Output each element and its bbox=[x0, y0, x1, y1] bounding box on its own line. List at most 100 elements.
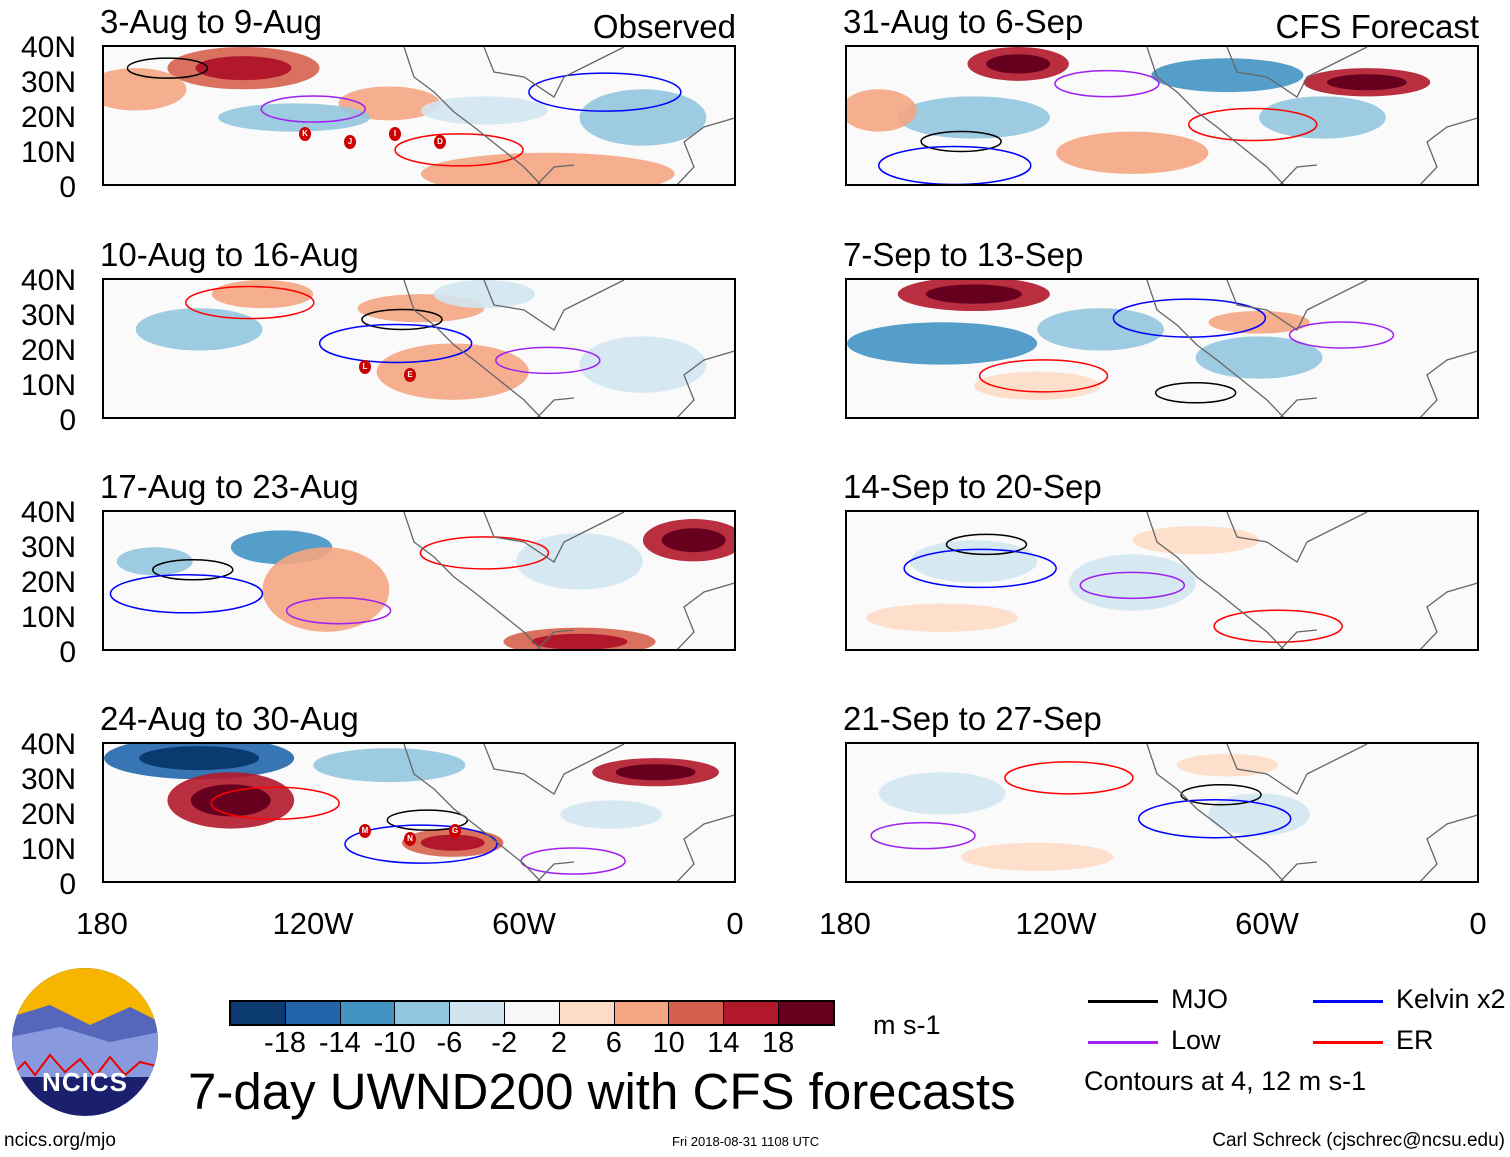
panel-tag: Observed bbox=[592, 8, 736, 45]
wind-anomaly-shading bbox=[579, 89, 707, 146]
wind-anomaly-shading bbox=[376, 343, 529, 400]
contour-line bbox=[1188, 107, 1318, 142]
coastline bbox=[1146, 744, 1477, 881]
storm-marker: G bbox=[449, 824, 461, 838]
x-tick-label: 0 bbox=[726, 906, 744, 941]
wind-anomaly-shading bbox=[866, 603, 1019, 632]
wind-anomaly-shading bbox=[579, 336, 707, 393]
legend-line bbox=[1313, 1041, 1383, 1044]
colorbar-label: -2 bbox=[491, 1027, 518, 1059]
y-tick-label: 0 bbox=[59, 171, 76, 204]
contour-line bbox=[361, 308, 443, 331]
wind-anomaly-shading bbox=[433, 280, 536, 309]
footer-author: Carl Schreck (cjschrec@ncsu.edu) bbox=[1212, 1130, 1505, 1151]
map-panel bbox=[845, 278, 1479, 419]
y-tick-label: 40N bbox=[20, 728, 76, 761]
x-tick-label: 180 bbox=[76, 906, 128, 941]
storm-marker: L bbox=[359, 360, 371, 374]
wind-anomaly-shading bbox=[961, 842, 1114, 871]
y-tick-label: 30N bbox=[20, 531, 76, 564]
contour-line bbox=[528, 72, 682, 112]
x-tick-label: 120W bbox=[272, 906, 354, 941]
contour-line bbox=[1288, 321, 1395, 349]
colorbar-swatch bbox=[231, 1002, 286, 1024]
wind-anomaly-shading bbox=[973, 371, 1101, 400]
contour-line bbox=[1004, 761, 1134, 795]
contour-line bbox=[185, 285, 315, 320]
y-tick-label: 40N bbox=[20, 31, 76, 64]
y-tick-label: 20N bbox=[20, 798, 76, 831]
colorbar-swatch bbox=[614, 1002, 670, 1024]
contour-line bbox=[1137, 798, 1292, 839]
y-tick-label: 20N bbox=[20, 566, 76, 599]
colorbar-label: -6 bbox=[436, 1027, 463, 1059]
legend-label: Low bbox=[1171, 1025, 1221, 1055]
coastline bbox=[403, 280, 734, 417]
wind-anomaly-shading bbox=[313, 748, 466, 783]
contour-line bbox=[1054, 69, 1160, 98]
wind-anomaly-shading bbox=[560, 800, 662, 829]
contour-line bbox=[920, 130, 1002, 153]
contour-line bbox=[126, 57, 209, 79]
colorbar-label: -10 bbox=[373, 1027, 416, 1059]
wind-anomaly-shading bbox=[262, 547, 390, 632]
storm-marker: M bbox=[359, 824, 371, 838]
colorbar-swatch bbox=[395, 1002, 451, 1024]
legend-line bbox=[1313, 1000, 1383, 1003]
wind-anomaly-shading bbox=[878, 772, 1006, 815]
y-tick-label: 0 bbox=[59, 404, 76, 437]
colorbar-swatch bbox=[724, 1002, 779, 1024]
y-tick-label: 40N bbox=[20, 496, 76, 529]
colorbar-label: 10 bbox=[652, 1027, 685, 1059]
panel-title: 24-Aug to 30-Aug bbox=[100, 700, 359, 737]
y-tick-label: 0 bbox=[59, 868, 76, 901]
colorbar-swatch bbox=[559, 1002, 615, 1024]
panel-title: 10-Aug to 16-Aug bbox=[100, 236, 359, 273]
contour-line bbox=[945, 533, 1028, 556]
map-panel bbox=[845, 510, 1479, 651]
wind-anomaly-shading bbox=[910, 540, 1038, 583]
contour-line bbox=[109, 574, 264, 614]
panel-title: 17-Aug to 23-Aug bbox=[100, 468, 359, 505]
wind-anomaly-shading bbox=[1037, 308, 1164, 351]
wind-anomaly-shading bbox=[847, 89, 917, 132]
wind-anomaly-shading bbox=[135, 308, 263, 351]
footer-timestamp: Fri 2018-08-31 1108 UTC bbox=[672, 1134, 820, 1149]
y-tick-label: 0 bbox=[59, 636, 76, 669]
contour-line bbox=[260, 95, 366, 123]
colorbar-swatch bbox=[340, 1002, 396, 1024]
coastline bbox=[403, 512, 734, 649]
wind-anomaly-shading bbox=[1259, 96, 1386, 139]
footer-url[interactable]: ncics.org/mjo bbox=[4, 1130, 116, 1151]
wind-anomaly-shading bbox=[516, 533, 643, 590]
legend-label: ER bbox=[1396, 1025, 1434, 1055]
panel-title: 21-Sep to 27-Sep bbox=[843, 700, 1102, 737]
wind-anomaly-shading bbox=[847, 322, 1038, 365]
legend-line bbox=[1088, 1041, 1158, 1044]
contour-line bbox=[520, 847, 626, 875]
storm-marker: J bbox=[344, 135, 356, 149]
map-panel bbox=[845, 742, 1479, 883]
coastline bbox=[1146, 47, 1477, 184]
coastline bbox=[1146, 512, 1477, 649]
contour-line bbox=[344, 824, 498, 864]
x-tick-label: 60W bbox=[1235, 906, 1299, 941]
contour-line bbox=[1180, 784, 1262, 806]
colorbar-label: 14 bbox=[707, 1027, 740, 1059]
colorbar bbox=[229, 1000, 835, 1026]
panel-tag: CFS Forecast bbox=[1275, 8, 1479, 45]
storm-marker: E bbox=[404, 368, 416, 382]
colorbar-swatch bbox=[450, 1002, 505, 1024]
panel-title: 14-Sep to 20-Sep bbox=[843, 468, 1102, 505]
storm-marker: K bbox=[299, 127, 311, 141]
wind-anomaly-shading bbox=[421, 152, 675, 184]
storm-marker: N bbox=[404, 832, 416, 846]
colorbar-label: 6 bbox=[605, 1027, 622, 1059]
legend-label: MJO bbox=[1171, 984, 1228, 1014]
colorbar-swatch bbox=[285, 1002, 341, 1024]
colorbar-label: 18 bbox=[762, 1027, 795, 1059]
x-tick-label: 0 bbox=[1469, 906, 1487, 941]
wind-anomaly-shading bbox=[421, 96, 548, 125]
